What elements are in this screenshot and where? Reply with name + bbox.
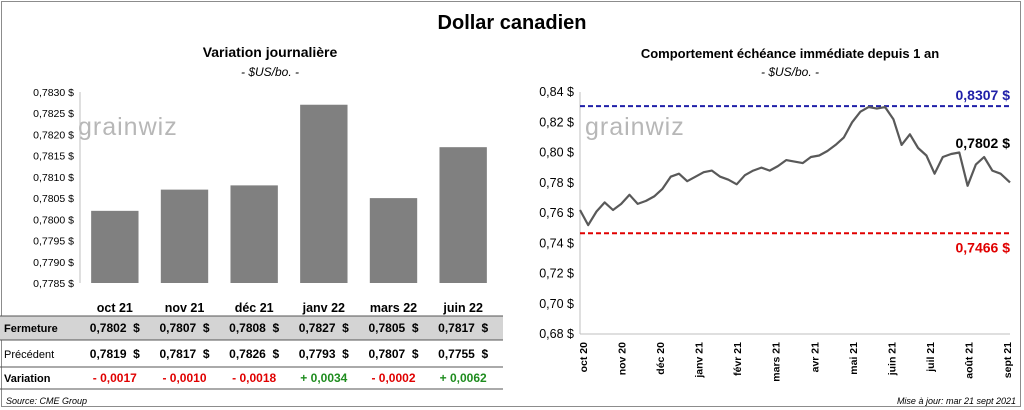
x-tick-label: janv 21 — [694, 342, 706, 379]
min-value-label: 0,7466 $ — [956, 239, 1011, 255]
grainwiz-watermark-left: grainwiz — [78, 113, 178, 141]
x-tick-label: oct 21 — [97, 301, 133, 315]
table-cell: 0,7807 $ — [159, 321, 209, 335]
table-cell: - 0,0018 — [232, 371, 276, 385]
bar — [300, 104, 348, 283]
x-tick-label: oct 20 — [578, 342, 590, 373]
y-tick-label: 0,7805 $ — [33, 193, 74, 205]
x-tick-label: sept 21 — [1002, 342, 1014, 378]
x-tick-label: mars 21 — [771, 342, 783, 382]
bar — [369, 198, 418, 283]
y-tick-label: 0,7810 $ — [33, 172, 74, 184]
page-title: Dollar canadien — [437, 12, 587, 34]
table-cell: 0,7805 $ — [368, 321, 418, 335]
y-tick-label: 0,7830 $ — [33, 87, 74, 99]
table-cell: 0,7817 $ — [159, 347, 209, 361]
bar — [160, 189, 209, 283]
x-tick-label: juil 21 — [925, 342, 937, 373]
y-tick-label: 0,72 $ — [539, 267, 574, 281]
x-tick-label: févr 21 — [732, 342, 744, 376]
price-series-line — [579, 105, 1011, 227]
bar — [230, 185, 278, 283]
x-tick-label: juin 22 — [442, 301, 483, 315]
table-cell: - 0,0010 — [162, 371, 206, 385]
y-tick-label: 0,7800 $ — [33, 214, 74, 226]
table-row-fermeture-bg — [0, 316, 503, 340]
table-cell: 0,7807 $ — [368, 347, 418, 361]
x-tick-label: avr 21 — [809, 342, 821, 373]
source-note: Source: CME Group — [6, 396, 88, 406]
last-value-label: 0,7802 $ — [956, 135, 1011, 151]
x-tick-label: déc 21 — [235, 301, 274, 315]
y-tick-label: 0,7820 $ — [33, 129, 74, 141]
y-tick-label: 0,82 $ — [539, 115, 574, 129]
y-tick-label: 0,74 $ — [539, 236, 574, 250]
y-tick-label: 0,84 $ — [539, 85, 574, 99]
x-tick-label: mai 21 — [848, 342, 860, 375]
max-value-label: 0,8307 $ — [956, 87, 1011, 103]
right-chart-title: Comportement échéance immédiate depuis 1… — [640, 46, 940, 61]
left-chart-subtitle: - $US/bo. - — [240, 65, 300, 79]
table-cell: 0,7802 $ — [90, 321, 140, 335]
grainwiz-watermark-right: grainwiz — [585, 113, 685, 141]
y-tick-label: 0,7795 $ — [33, 236, 74, 248]
y-tick-label: 0,80 $ — [539, 146, 574, 160]
table-cell: 0,7827 $ — [299, 321, 349, 335]
x-tick-label: juin 21 — [886, 342, 898, 376]
table-cell: + 0,0062 — [440, 371, 487, 385]
bar-chart: 0,7785 $ 0,7790 $ 0,7795 $ 0,7800 $ 0,7805 $… — [0, 87, 503, 390]
x-tick-label: mars 22 — [370, 301, 417, 315]
table-cell: + 0,0034 — [300, 371, 347, 385]
table-cell: - 0,0002 — [371, 371, 415, 385]
x-tick-label: janv 22 — [302, 301, 345, 315]
table-cell: 0,7755 $ — [438, 347, 488, 361]
left-chart-title: Variation journalière — [202, 44, 338, 60]
y-tick-label: 0,78 $ — [539, 176, 574, 190]
y-tick-label: 0,68 $ — [539, 327, 574, 341]
table-row-label: Fermeture — [4, 323, 58, 335]
right-chart-subtitle: - $US/bo. - — [760, 65, 820, 79]
table-cell: - 0,0017 — [93, 371, 137, 385]
x-tick-label: déc 20 — [655, 342, 667, 375]
x-tick-label: nov 20 — [617, 342, 629, 375]
update-note: Mise à jour: mar 21 sept 2021 — [896, 396, 1016, 406]
bar — [91, 210, 139, 283]
y-tick-label: 0,7825 $ — [33, 108, 74, 120]
y-tick-label: 0,7815 $ — [33, 151, 74, 163]
table-cell: 0,7817 $ — [438, 321, 488, 335]
table-cell: 0,7819 $ — [90, 347, 140, 361]
table-cell: 0,7808 $ — [229, 321, 279, 335]
x-tick-label: août 21 — [963, 342, 975, 379]
line-chart: 0,68 $ 0,70 $ 0,72 $ 0,74 $ 0,76 $ 0,78 $ 0,80… — [539, 85, 1014, 382]
table-row-label: Précédent — [4, 349, 54, 361]
table-row-label: Variation — [4, 373, 51, 385]
table-cell: 0,7793 $ — [299, 347, 349, 361]
bar — [439, 147, 487, 283]
y-tick-label: 0,70 $ — [539, 297, 574, 311]
table-cell: 0,7826 $ — [229, 347, 279, 361]
y-tick-label: 0,7785 $ — [33, 278, 74, 290]
y-tick-label: 0,76 $ — [539, 206, 574, 220]
y-tick-label: 0,7790 $ — [33, 257, 74, 269]
x-tick-label: nov 21 — [165, 301, 205, 315]
